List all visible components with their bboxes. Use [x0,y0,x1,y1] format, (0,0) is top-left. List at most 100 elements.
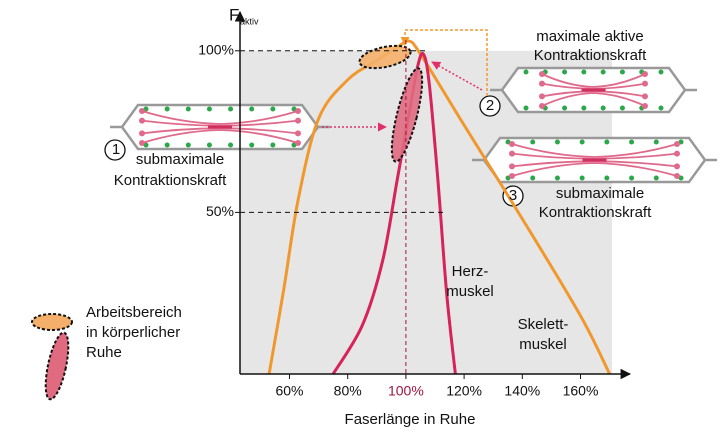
annotation: Kontraktionskraft [539,204,652,221]
plot [267,29,611,375]
actin-dot [530,175,536,181]
annotation-number: 2 [486,97,494,114]
actin-dot [579,139,585,145]
x-tick-label: 60% [275,383,303,399]
myosin [141,110,299,125]
legend-text: Arbeitsbereich [86,304,182,321]
myosin-head [295,108,301,114]
actin-dot [249,106,255,112]
actin-dot [249,142,255,148]
series-label: Herz- [452,263,489,280]
myosin-head [642,93,648,100]
series-line [331,51,457,375]
actin-dot [530,139,536,145]
actin-dot [629,175,635,181]
myosin-head [139,117,145,124]
actin-dot [619,69,625,75]
actin-dot [523,105,529,111]
myosin-head [539,93,545,100]
actin-dot [228,106,234,112]
myosin-head [539,103,545,109]
arrow [431,61,483,91]
actin-dot [579,175,585,181]
actin-dot [658,105,664,111]
x-tick-label: 80% [334,383,362,399]
legend-text: in körperlicher [86,324,180,341]
myosin-head [674,150,680,157]
actin-dot [185,142,191,148]
actin-dot [658,69,664,75]
x-axis-label: Faserlänge in Ruhe [345,411,476,428]
myosin [541,73,646,88]
actin-dot [562,69,568,75]
actin-dot [604,175,610,181]
actin-dot [554,139,560,145]
myosin-head [509,141,515,147]
actin-dot [600,69,606,75]
illustrations [104,66,717,207]
x-tick-label: 140% [504,383,540,399]
myosin-head [642,80,648,87]
myosin-head [642,103,648,109]
actin-dot [619,105,625,111]
actin-dot [206,106,212,112]
legend-swatch [31,313,73,331]
actin-dot [653,139,659,145]
actin-dot [604,139,610,145]
y-axis-label: F [229,5,239,24]
myosin-head [674,173,680,179]
number-circle [479,95,501,117]
series-label: muskel [446,283,494,300]
actin-dot [185,106,191,112]
x-tick-label: 120% [446,383,482,399]
actin-dot [554,175,560,181]
actin-dot [600,105,606,111]
myosin-head [674,163,680,170]
actin-dot [164,106,170,112]
y-tick-label: 50% [206,203,234,219]
annotation: submaximale [136,151,224,168]
sarcomere [110,103,330,151]
myosin [141,129,299,144]
myosin-head [295,140,301,146]
number-circle [104,139,126,161]
annotation-number: 1 [112,141,120,158]
x-tick-label: 100% [388,383,424,399]
series-label: Skelett- [518,316,569,333]
myosin-head [139,130,145,137]
annotation: Kontraktionskraft [534,47,647,64]
myosin-head [295,117,301,124]
series-label: muskel [519,336,567,353]
myosin [511,162,678,177]
annotation: submaximale [556,185,644,202]
actin-dot [270,142,276,148]
annotation: maximale aktive [536,28,644,45]
actin-dot [228,142,234,148]
myosin-head [642,71,648,77]
myosin-head [674,141,680,147]
actin-dot [523,69,529,75]
working-range [390,67,424,163]
actin-dot [206,142,212,148]
working-range [358,44,412,70]
actin-dot [653,175,659,181]
myosin-head [139,108,145,114]
actin-dot [562,105,568,111]
myosin-head [509,150,515,157]
myosin-head [509,173,515,179]
myosin-head [539,71,545,77]
myosin-head [539,80,545,87]
y-tick-label: 100% [198,41,234,57]
actin-dot [270,106,276,112]
legend-swatch [44,331,70,401]
myosin-head [509,163,515,170]
legend-text: Ruhe [86,344,122,361]
actin-dot [164,142,170,148]
myosin-head [139,140,145,146]
arrow [400,29,488,96]
x-tick-label: 160% [563,383,599,399]
myosin-head [295,130,301,137]
annotation-number: 3 [509,187,517,204]
myosin [511,143,678,158]
